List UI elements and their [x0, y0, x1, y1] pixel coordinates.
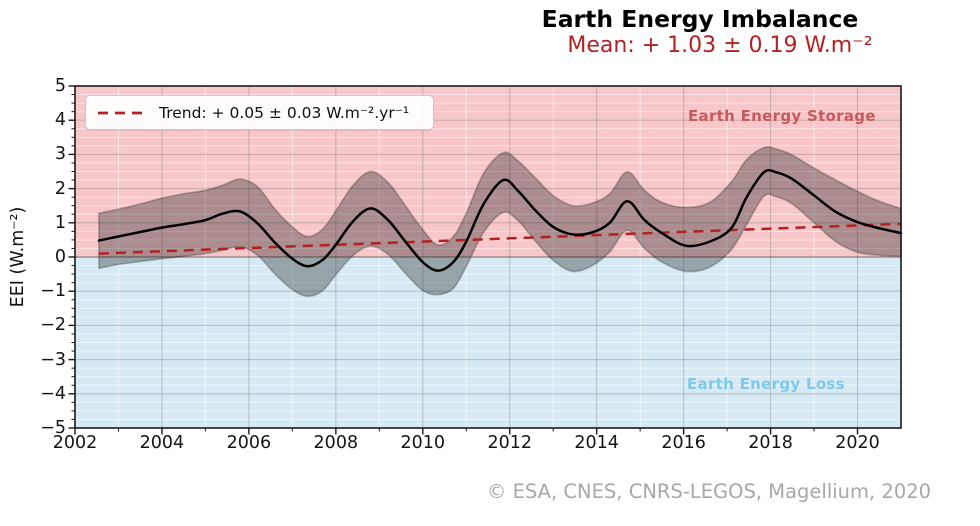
- x-tick-label: 2014: [574, 433, 619, 453]
- x-tick-label: 2002: [52, 433, 98, 453]
- x-tick-label: 2004: [139, 433, 185, 453]
- y-tick-label: 2: [54, 178, 66, 199]
- region-label-storage: Earth Energy Storage: [688, 107, 876, 125]
- y-tick-label: −1: [40, 281, 66, 302]
- y-tick-label: −5: [40, 418, 66, 438]
- y-tick-label: 3: [54, 144, 66, 165]
- x-tick-label: 2016: [661, 433, 706, 453]
- credit-text: © ESA, CNES, CNRS-LEGOS, Magellium, 2020: [486, 480, 932, 503]
- y-tick-label: 4: [54, 110, 66, 131]
- y-tick-label: 5: [54, 76, 66, 96]
- trend-legend-label: Trend: + 0.05 ± 0.03 W.m⁻².yr⁻¹: [159, 103, 410, 122]
- trend-line: [98, 222, 902, 255]
- x-tick-label: 2020: [835, 433, 880, 453]
- trend-dash-icon: [98, 111, 146, 114]
- region-label-loss: Earth Energy Loss: [687, 375, 845, 393]
- x-tick-label: 2012: [487, 433, 532, 453]
- x-tick-label: 2006: [226, 433, 272, 453]
- chart-subtitle: Mean: + 1.03 ± 0.19 W.m⁻²: [567, 33, 873, 58]
- eei-line: [97, 168, 903, 272]
- x-tick-label: 2018: [748, 433, 793, 453]
- chart-title: Earth Energy Imbalance: [541, 5, 859, 33]
- x-tick-label: 2010: [400, 433, 446, 453]
- y-tick-label: 0: [54, 247, 66, 267]
- y-tick-label: −4: [40, 383, 66, 404]
- x-tick-label: 2008: [313, 433, 359, 453]
- y-tick-label: −2: [40, 315, 66, 336]
- y-tick-label: 1: [54, 212, 66, 233]
- trend-legend: Trend: + 0.05 ± 0.03 W.m⁻².yr⁻¹: [85, 95, 434, 130]
- y-tick-label: −3: [40, 349, 66, 370]
